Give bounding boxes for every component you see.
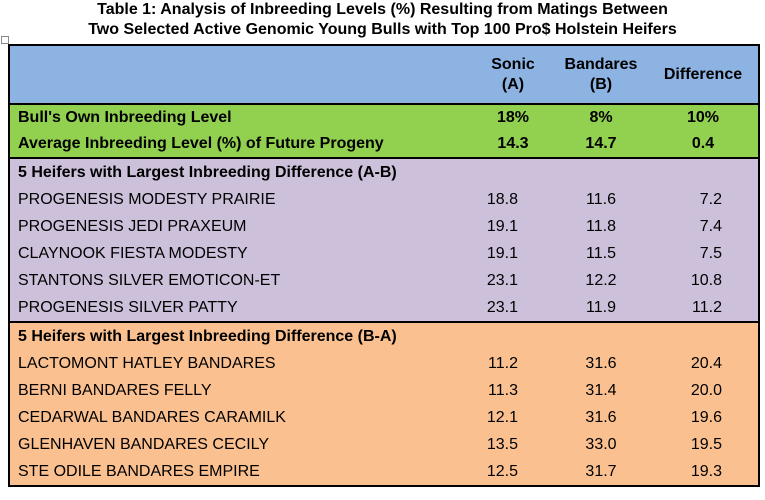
table-row: CLAYNOOK FIESTA MODESTY 19.1 11.5 7.5: [9, 240, 759, 267]
header-bandares-code: (B): [589, 75, 613, 93]
value-diff: 7.2: [648, 186, 759, 213]
value-diff: 7.5: [648, 240, 759, 267]
heifer-name: CLAYNOOK FIESTA MODESTY: [9, 240, 472, 267]
summary-row: Bull's Own Inbreeding Level 18% 8% 10%: [9, 103, 759, 131]
heifer-name: BERNI BANDARES FELLY: [9, 377, 472, 404]
heifer-name: PROGENESIS SILVER PATTY: [9, 294, 472, 322]
section-heading: 5 Heifers with Largest Inbreeding Differ…: [9, 321, 759, 350]
summary-value-b: 8%: [554, 103, 648, 131]
header-sonic-code: (A): [501, 75, 525, 93]
value-b: 31.7: [554, 458, 648, 486]
value-a: 12.1: [472, 404, 554, 431]
heifer-name: PROGENESIS MODESTY PRAIRIE: [9, 186, 472, 213]
summary-row: Average Inbreeding Level (%) of Future P…: [9, 131, 759, 158]
value-b: 31.6: [554, 404, 648, 431]
heifer-name: STANTONS SILVER EMOTICON-ET: [9, 267, 472, 294]
table-row: STE ODILE BANDARES EMPIRE 12.5 31.7 19.3: [9, 458, 759, 486]
value-a: 18.8: [472, 186, 554, 213]
value-diff: 20.0: [648, 377, 759, 404]
summary-value-diff: 10%: [648, 103, 759, 131]
table-title-line-2: Two Selected Active Genomic Young Bulls …: [88, 21, 677, 38]
table-row: PROGENESIS MODESTY PRAIRIE 18.8 11.6 7.2: [9, 186, 759, 213]
value-b: 31.6: [554, 350, 648, 377]
value-a: 19.1: [472, 213, 554, 240]
table-row: CEDARWAL BANDARES CARAMILK 12.1 31.6 19.6: [9, 404, 759, 431]
heifer-name: GLENHAVEN BANDARES CECILY: [9, 431, 472, 458]
heifer-name: STE ODILE BANDARES EMPIRE: [9, 458, 472, 486]
section-heading-row: 5 Heifers with Largest Inbreeding Differ…: [9, 157, 759, 186]
table-row: GLENHAVEN BANDARES CECILY 13.5 33.0 19.5: [9, 431, 759, 458]
table-row: BERNI BANDARES FELLY 11.3 31.4 20.0: [9, 377, 759, 404]
value-b: 11.6: [554, 186, 648, 213]
summary-value-b: 14.7: [554, 131, 648, 158]
section-heading-row: 5 Heifers with Largest Inbreeding Differ…: [9, 321, 759, 350]
value-diff: 11.2: [648, 294, 759, 322]
value-b: 11.9: [554, 294, 648, 322]
table-row: LACTOMONT HATLEY BANDARES 11.2 31.6 20.4: [9, 350, 759, 377]
table-anchor-icon[interactable]: [1, 36, 9, 44]
value-diff: 10.8: [648, 267, 759, 294]
value-a: 23.1: [472, 294, 554, 322]
header-bandares-name: Bandares: [564, 55, 638, 73]
summary-label: Average Inbreeding Level (%) of Future P…: [9, 131, 472, 158]
value-a: 13.5: [472, 431, 554, 458]
header-sonic: Sonic (A): [472, 45, 554, 104]
value-b: 33.0: [554, 431, 648, 458]
table-title: Table 1: Analysis of Inbreeding Levels (…: [0, 0, 765, 40]
table-row: PROGENESIS SILVER PATTY 23.1 11.9 11.2: [9, 294, 759, 322]
value-diff: 19.5: [648, 431, 759, 458]
summary-value-a: 14.3: [472, 131, 554, 158]
value-diff: 20.4: [648, 350, 759, 377]
summary-value-diff: 0.4: [648, 131, 759, 158]
value-a: 12.5: [472, 458, 554, 486]
heifer-name: CEDARWAL BANDARES CARAMILK: [9, 404, 472, 431]
value-b: 11.8: [554, 213, 648, 240]
header-sonic-name: Sonic: [491, 55, 535, 73]
section-heading: 5 Heifers with Largest Inbreeding Differ…: [9, 157, 759, 186]
value-b: 11.5: [554, 240, 648, 267]
value-diff: 7.4: [648, 213, 759, 240]
header-empty-cell: [9, 45, 472, 104]
heifer-name: PROGENESIS JEDI PRAXEUM: [9, 213, 472, 240]
heifer-name: LACTOMONT HATLEY BANDARES: [9, 350, 472, 377]
value-b: 12.2: [554, 267, 648, 294]
header-bandares: Bandares (B): [554, 45, 648, 104]
value-diff: 19.6: [648, 404, 759, 431]
value-b: 31.4: [554, 377, 648, 404]
value-a: 11.2: [472, 350, 554, 377]
summary-value-a: 18%: [472, 103, 554, 131]
value-a: 11.3: [472, 377, 554, 404]
inbreeding-table: Sonic (A) Bandares (B) Difference Bull's…: [8, 44, 760, 487]
header-difference: Difference: [648, 45, 759, 104]
summary-label: Bull's Own Inbreeding Level: [9, 103, 472, 131]
value-a: 23.1: [472, 267, 554, 294]
table-row: STANTONS SILVER EMOTICON-ET 23.1 12.2 10.8: [9, 267, 759, 294]
header-row: Sonic (A) Bandares (B) Difference: [9, 45, 759, 104]
value-a: 19.1: [472, 240, 554, 267]
value-diff: 19.3: [648, 458, 759, 486]
table-title-line-1: Table 1: Analysis of Inbreeding Levels (…: [97, 1, 668, 18]
table-row: PROGENESIS JEDI PRAXEUM 19.1 11.8 7.4: [9, 213, 759, 240]
